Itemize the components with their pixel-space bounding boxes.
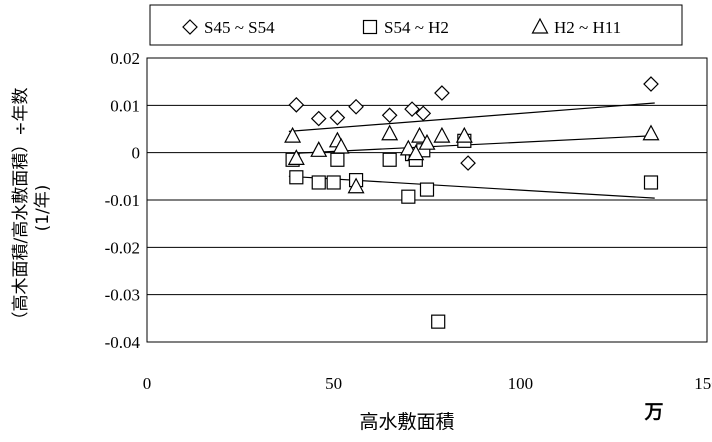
x-tick-label: 100 [508, 374, 534, 393]
data-point-square [382, 152, 397, 167]
y-tick-label: 0.01 [110, 96, 140, 115]
x-tick-label: 50 [325, 374, 342, 393]
data-point-diamond [310, 110, 327, 127]
data-point-square [419, 182, 435, 197]
y-tick-label: -0.04 [105, 333, 141, 352]
y-tick-label: 0 [132, 144, 141, 163]
data-point-square [643, 175, 659, 190]
data-point-diamond [434, 85, 450, 101]
grid-layer [147, 57, 707, 343]
data-point-triangle [287, 149, 305, 165]
x-axis-unit: 万 [643, 401, 663, 423]
y-axis-unit: (1/年) [33, 185, 53, 232]
y-tick-label: -0.01 [105, 191, 140, 210]
x-axis-title: 高水敷面積 [359, 411, 454, 433]
data-point-square [401, 189, 416, 204]
data-point-triangle [455, 126, 473, 143]
data-point-diamond [381, 107, 398, 124]
data-point-diamond [415, 105, 432, 122]
axes-layer: 0.02 0.01 0 -0.01 -0.02 -0.03 -0.04 0 50 100 150 [105, 49, 712, 393]
data-point-triangle [381, 124, 399, 141]
y-tick-label: -0.02 [105, 238, 140, 257]
trend-line [288, 135, 655, 155]
legend-marker-square [362, 19, 378, 35]
data-point-square [311, 175, 326, 190]
plot-layer [284, 76, 660, 329]
legend: S45 ~ S54 S54 ~ H2 H2 ~ H11 [149, 4, 683, 46]
data-point-triangle [407, 144, 425, 161]
data-point-triangle [310, 141, 328, 157]
data-point-diamond [643, 76, 659, 92]
data-point-diamond [288, 97, 305, 113]
y-axis-title-group: （高木面積/高水敷面積）÷年数 (1/年) [11, 88, 53, 329]
x-tick-label: 0 [143, 374, 152, 393]
data-point-triangle [332, 137, 350, 154]
data-point-square [326, 175, 341, 190]
data-point-triangle [418, 133, 436, 150]
data-point-square [431, 314, 446, 329]
y-tick-label: 0.02 [110, 49, 140, 68]
legend-label: S45 ~ S54 [204, 18, 275, 37]
x-tick-label: 150 [694, 374, 712, 393]
data-point-triangle [411, 126, 429, 143]
data-point-triangle [642, 124, 660, 141]
data-point-square [289, 170, 304, 185]
data-point-diamond [460, 155, 476, 171]
y-tick-label: -0.03 [105, 286, 140, 305]
data-point-triangle [433, 126, 451, 143]
data-point-diamond [348, 98, 364, 115]
legend-label: S54 ~ H2 [384, 18, 449, 37]
trend-line [288, 102, 655, 132]
y-axis-title: （高木面積/高水敷面積）÷年数 [11, 88, 31, 329]
legend-box [149, 4, 683, 46]
data-point-diamond [404, 101, 420, 117]
data-point-diamond [329, 109, 346, 126]
data-point-triangle [347, 177, 365, 194]
plot-area-border [146, 57, 708, 343]
legend-marker-triangle [531, 17, 549, 34]
data-point-square [330, 152, 345, 167]
legend-label: H2 ~ H11 [554, 18, 621, 37]
legend-marker-diamond [182, 19, 198, 35]
data-point-triangle [284, 126, 302, 143]
trend-line [288, 175, 655, 199]
